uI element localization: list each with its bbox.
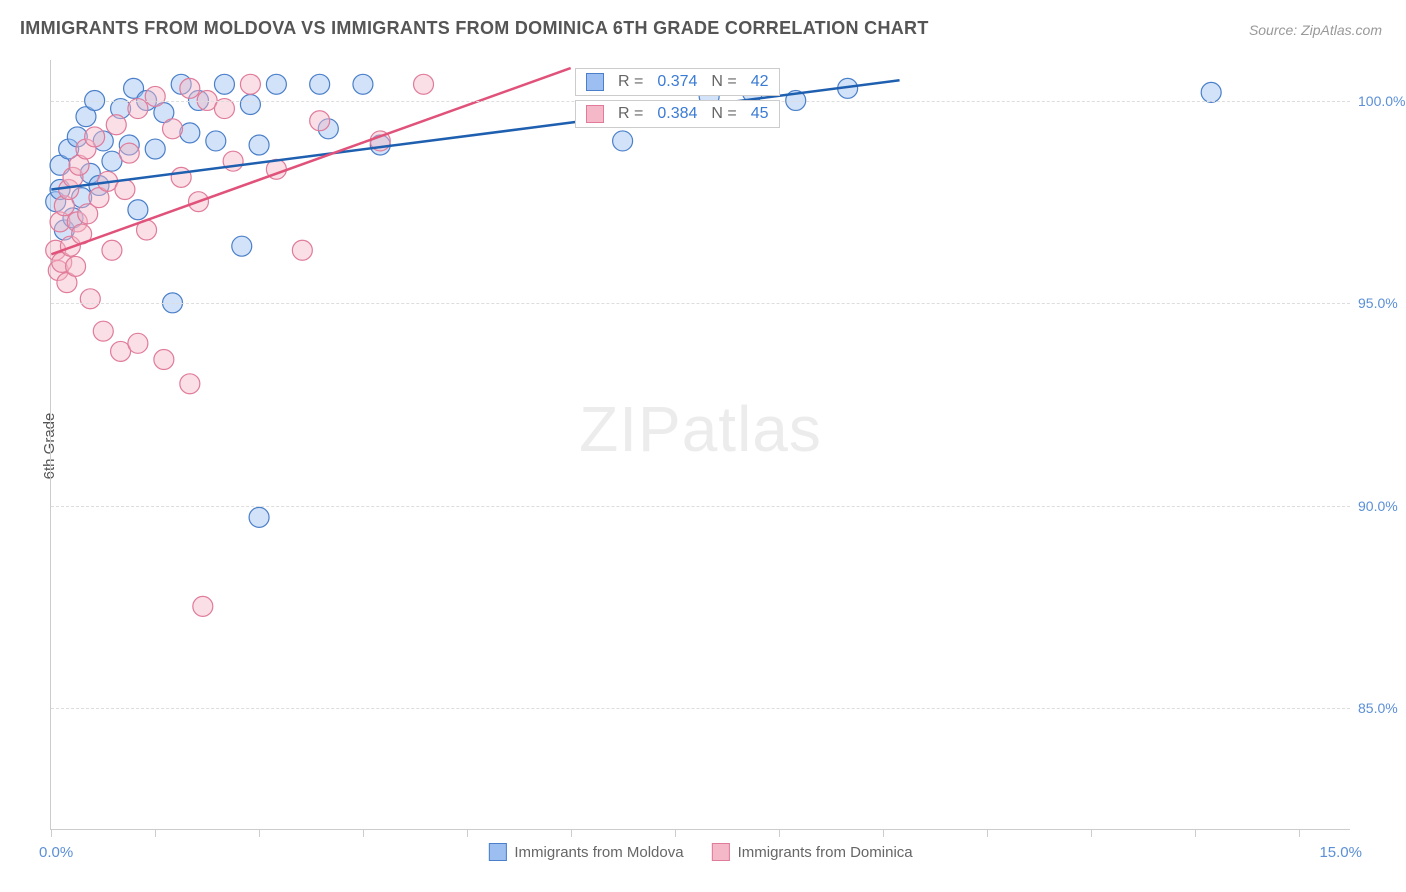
data-point-dominica xyxy=(85,127,105,147)
data-point-moldova xyxy=(232,236,252,256)
legend: Immigrants from Moldova Immigrants from D… xyxy=(488,843,912,861)
data-point-dominica xyxy=(66,256,86,276)
x-tick xyxy=(155,829,156,837)
data-point-dominica xyxy=(193,596,213,616)
data-point-dominica xyxy=(115,180,135,200)
legend-label-moldova: Immigrants from Moldova xyxy=(514,844,683,861)
stats-box-dominica: R = 0.384 N = 45 xyxy=(575,100,780,128)
data-point-moldova xyxy=(353,74,373,94)
x-tick xyxy=(363,829,364,837)
x-axis-min-label: 0.0% xyxy=(39,844,73,861)
x-tick xyxy=(987,829,988,837)
legend-item-dominica: Immigrants from Dominica xyxy=(712,843,913,861)
data-point-moldova xyxy=(310,74,330,94)
stats-n-value: 45 xyxy=(751,105,769,123)
stats-swatch-dominica xyxy=(586,105,604,123)
gridline xyxy=(51,303,1350,304)
data-point-moldova xyxy=(206,131,226,151)
data-point-dominica xyxy=(310,111,330,131)
x-tick xyxy=(779,829,780,837)
data-point-dominica xyxy=(128,99,148,119)
data-point-dominica xyxy=(102,240,122,260)
gridline xyxy=(51,506,1350,507)
x-tick xyxy=(51,829,52,837)
stats-r-value: 0.374 xyxy=(657,73,697,91)
x-tick xyxy=(675,829,676,837)
x-tick xyxy=(883,829,884,837)
gridline xyxy=(51,708,1350,709)
plot-svg xyxy=(51,60,1350,829)
y-tick-label: 85.0% xyxy=(1358,700,1406,716)
legend-label-dominica: Immigrants from Dominica xyxy=(738,844,913,861)
data-point-dominica xyxy=(240,74,260,94)
x-tick xyxy=(571,829,572,837)
stats-r-label: R = xyxy=(618,105,643,123)
data-point-dominica xyxy=(163,119,183,139)
y-tick-label: 95.0% xyxy=(1358,295,1406,311)
stats-r-label: R = xyxy=(618,73,643,91)
source-attribution: Source: ZipAtlas.com xyxy=(1249,22,1382,38)
chart-title: IMMIGRANTS FROM MOLDOVA VS IMMIGRANTS FR… xyxy=(20,18,929,39)
data-point-moldova xyxy=(613,131,633,151)
data-point-dominica xyxy=(180,78,200,98)
data-point-dominica xyxy=(80,289,100,309)
data-point-dominica xyxy=(119,143,139,163)
data-point-moldova xyxy=(128,200,148,220)
stats-n-label: N = xyxy=(711,73,736,91)
plot-area: ZIPatlas 0.0% 15.0% Immigrants from Mold… xyxy=(50,60,1350,830)
data-point-dominica xyxy=(145,86,165,106)
data-point-moldova xyxy=(180,123,200,143)
x-tick xyxy=(1299,829,1300,837)
data-point-moldova xyxy=(249,507,269,527)
data-point-dominica xyxy=(171,167,191,187)
data-point-moldova xyxy=(214,74,234,94)
legend-swatch-dominica xyxy=(712,843,730,861)
data-point-dominica xyxy=(292,240,312,260)
data-point-moldova xyxy=(240,95,260,115)
x-axis-max-label: 15.0% xyxy=(1319,844,1362,861)
data-point-moldova xyxy=(266,74,286,94)
stats-swatch-moldova xyxy=(586,73,604,91)
data-point-dominica xyxy=(154,350,174,370)
data-point-dominica xyxy=(128,333,148,353)
data-point-dominica xyxy=(214,99,234,119)
legend-swatch-moldova xyxy=(488,843,506,861)
data-point-moldova xyxy=(249,135,269,155)
x-tick xyxy=(1091,829,1092,837)
y-tick-label: 90.0% xyxy=(1358,498,1406,514)
stats-n-label: N = xyxy=(711,105,736,123)
stats-r-value: 0.384 xyxy=(657,105,697,123)
data-point-moldova xyxy=(1201,82,1221,102)
data-point-dominica xyxy=(414,74,434,94)
data-point-dominica xyxy=(93,321,113,341)
data-point-moldova xyxy=(145,139,165,159)
chart-container: IMMIGRANTS FROM MOLDOVA VS IMMIGRANTS FR… xyxy=(0,0,1406,892)
legend-item-moldova: Immigrants from Moldova xyxy=(488,843,683,861)
data-point-dominica xyxy=(180,374,200,394)
data-point-dominica xyxy=(106,115,126,135)
stats-box-moldova: R = 0.374 N = 42 xyxy=(575,68,780,96)
stats-n-value: 42 xyxy=(751,73,769,91)
y-tick-label: 100.0% xyxy=(1358,93,1406,109)
x-tick xyxy=(259,829,260,837)
x-tick xyxy=(467,829,468,837)
x-tick xyxy=(1195,829,1196,837)
